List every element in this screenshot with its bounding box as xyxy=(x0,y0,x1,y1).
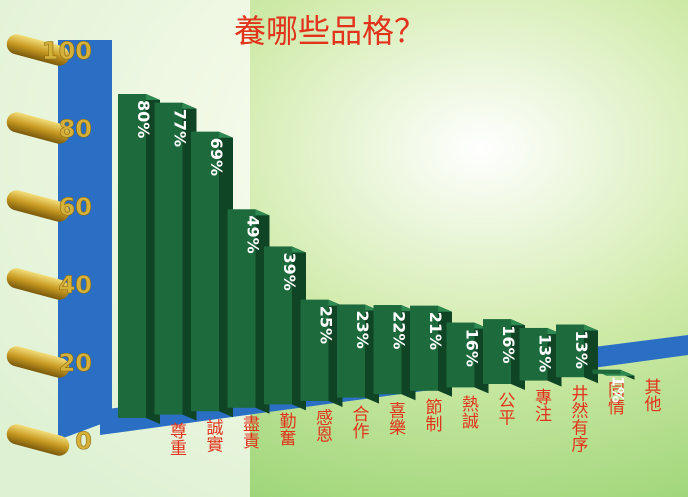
x-tick-label: 感恩 xyxy=(312,408,333,442)
value-label: 25% xyxy=(317,306,336,344)
y-tick-label: 20 xyxy=(59,349,92,377)
y-tick-label: 60 xyxy=(59,193,92,221)
x-tick-label: 專注 xyxy=(531,388,552,422)
x-tick-label: 誠實 xyxy=(203,419,224,453)
bar xyxy=(118,94,146,418)
value-label: 21% xyxy=(426,312,445,350)
x-tick-label: 同情 xyxy=(604,381,625,416)
bar xyxy=(154,102,183,415)
tick-cylinder xyxy=(6,190,70,222)
x-tick-label: 合作 xyxy=(349,405,370,439)
bar xyxy=(592,369,621,374)
value-label: 13% xyxy=(572,331,591,369)
value-label: 23% xyxy=(353,310,372,348)
value-label: 16% xyxy=(499,325,518,363)
plot: 0 20 40 60 80 100 80% 尊重 77% 誠實 69% 盡責 49% 勤奮 39% 感恩 25%… xyxy=(6,34,662,456)
value-label: 13% xyxy=(536,334,555,372)
bar xyxy=(300,299,329,401)
y-tick-label: 40 xyxy=(59,271,92,299)
y-tick-label: 100 xyxy=(42,37,92,65)
value-label: 69% xyxy=(207,138,226,176)
tick-cylinder xyxy=(6,34,70,66)
value-label: 16% xyxy=(463,329,482,367)
x-tick-label: 勤奮 xyxy=(276,412,297,446)
bar-side xyxy=(584,324,598,384)
x-tick-label: 喜樂 xyxy=(385,402,406,436)
value-label: 39% xyxy=(280,252,299,290)
x-tick-label: 公平 xyxy=(495,391,516,425)
bar xyxy=(337,304,365,398)
bar xyxy=(191,131,219,412)
bar xyxy=(264,246,292,405)
tick-cylinder xyxy=(6,268,70,300)
value-label: 77% xyxy=(171,109,190,147)
bar xyxy=(373,305,402,395)
x-tick-label: 熱誠 xyxy=(458,395,479,430)
value-label: 22% xyxy=(390,311,409,349)
value-label: 49% xyxy=(244,215,263,253)
axis-wall xyxy=(58,40,112,440)
bar xyxy=(519,327,548,381)
tick-cylinder xyxy=(6,424,70,456)
tick-cylinder xyxy=(6,112,70,144)
chart-title: 養哪些品格？ xyxy=(234,12,426,50)
value-label: 1% xyxy=(609,376,628,403)
bar xyxy=(483,319,511,384)
tick-cylinder xyxy=(6,346,70,378)
bar xyxy=(227,209,256,408)
x-tick-label: 節制 xyxy=(422,398,443,432)
bar xyxy=(446,322,475,388)
bar xyxy=(556,324,584,378)
value-label: 80% xyxy=(134,100,153,138)
y-tick-label: 80 xyxy=(59,115,92,143)
y-tick-label: 0 xyxy=(75,427,92,455)
x-tick-label: 井然有序 xyxy=(568,385,589,454)
bar xyxy=(410,305,438,391)
x-tick-label: 盡責 xyxy=(239,415,260,449)
x-tick-label: 其他 xyxy=(641,378,662,412)
x-tick-label: 尊重 xyxy=(166,422,187,456)
